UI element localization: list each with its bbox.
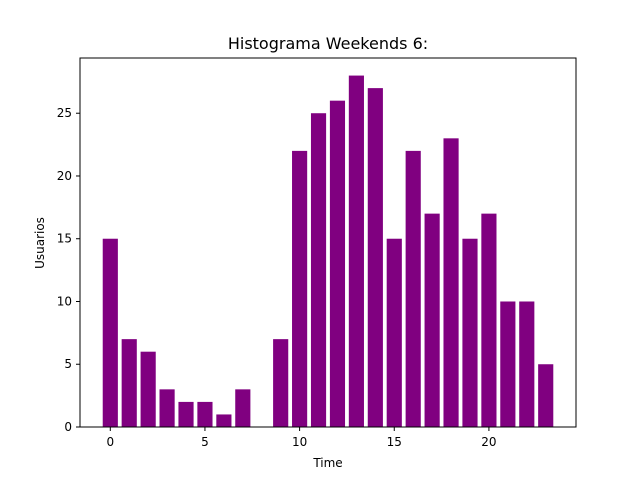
x-tick-label: 0 xyxy=(106,435,114,449)
y-tick-label: 25 xyxy=(57,106,72,120)
y-tick-label: 0 xyxy=(64,420,72,434)
bar-hour-16 xyxy=(405,150,421,427)
x-tick-label: 20 xyxy=(481,435,496,449)
bar-hour-10 xyxy=(292,150,308,427)
x-tick-label: 10 xyxy=(292,435,307,449)
chart-title: Histograma Weekends 6: xyxy=(228,34,428,53)
bar-hour-0 xyxy=(102,238,118,427)
y-axis-label: Usuarios xyxy=(33,217,47,269)
x-axis-ticks: 0 5 10 15 20 xyxy=(106,427,497,449)
plot-frame xyxy=(79,57,577,428)
y-tick-label: 10 xyxy=(57,294,72,308)
bar-hour-9 xyxy=(273,339,289,427)
x-tick-label: 15 xyxy=(387,435,402,449)
bar-hour-18 xyxy=(443,138,459,427)
bar-hour-14 xyxy=(367,88,383,428)
x-axis-label: Time xyxy=(312,456,342,470)
y-axis-ticks: 0 5 10 15 20 25 xyxy=(57,106,80,434)
x-tick-label: 5 xyxy=(201,435,209,449)
bar-hour-6 xyxy=(216,414,232,427)
bar-hour-21 xyxy=(500,301,516,427)
bar-hour-11 xyxy=(310,113,327,427)
bar-hour-15 xyxy=(386,238,402,427)
bar-hour-12 xyxy=(329,100,346,428)
bar-hour-23 xyxy=(538,364,554,427)
y-tick-label: 15 xyxy=(57,232,72,246)
y-tick-label: 20 xyxy=(57,169,72,183)
bar-hour-4 xyxy=(178,401,194,427)
bar-hour-19 xyxy=(462,238,478,427)
bar-hour-2 xyxy=(140,351,156,427)
bar-hour-20 xyxy=(481,213,497,427)
bar-hour-13 xyxy=(348,75,364,427)
bar-hour-5 xyxy=(197,401,213,427)
bar-hour-1 xyxy=(121,339,137,427)
bars-group xyxy=(102,75,554,428)
bar-hour-17 xyxy=(424,213,440,427)
y-tick-label: 5 xyxy=(64,357,72,371)
bar-hour-7 xyxy=(235,389,251,427)
bar-hour-3 xyxy=(159,389,175,427)
bar-hour-22 xyxy=(519,301,535,427)
